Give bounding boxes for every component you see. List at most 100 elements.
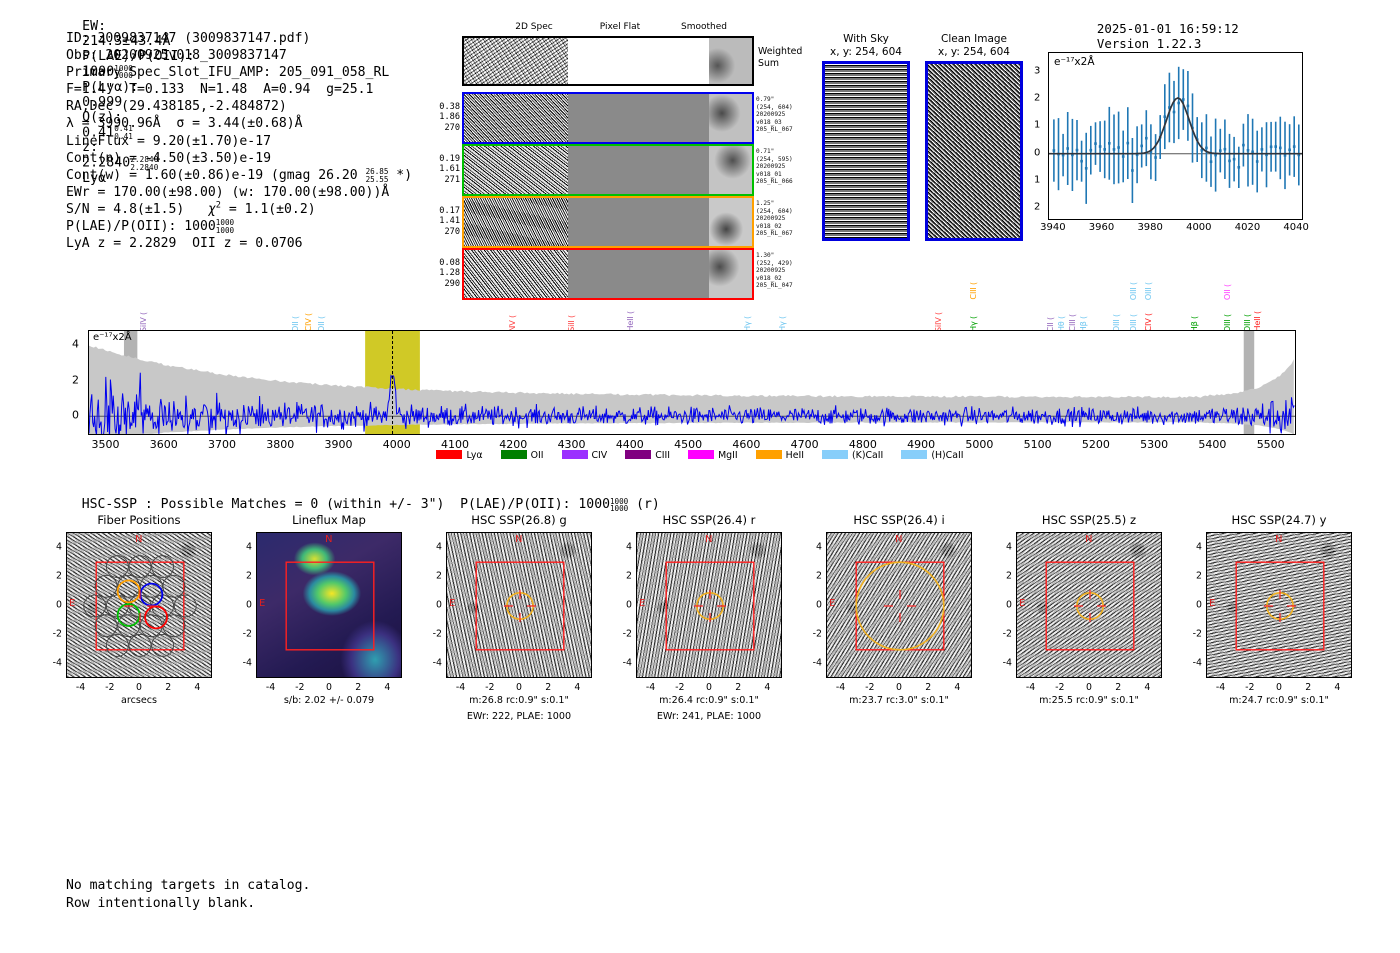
panel-y-tick: 4 — [1196, 541, 1202, 553]
legend-swatch — [755, 450, 782, 459]
panel-x-tick: 0 — [1276, 682, 1282, 693]
info-obs: Obs: 20200925v018_3009837147 — [66, 48, 287, 64]
inset-y-tick: 3 — [1034, 65, 1041, 77]
cutout-clean-image: Clean Image x, y: 254, 604 — [925, 33, 1023, 242]
hsc-panel-overlay — [83, 555, 197, 657]
inset-x-tick: 4020 — [1234, 222, 1261, 233]
info-plae-range: 1000 1000 — [215, 218, 235, 236]
panel-x-tick: 4 — [954, 682, 961, 693]
panel-y-tick: 4 — [626, 541, 632, 553]
panel-y-tick: 2 — [246, 570, 252, 582]
qz-value: 0.41 — [82, 125, 115, 141]
panel-x-tick: -4 — [835, 682, 846, 693]
panel-y-tick: -2 — [52, 628, 62, 640]
hsc-panel[interactable]: HSC SSP(26.4) r N E -4 -4 -2 -2 0 0 2 2 4 4 m:26.4 rc… — [623, 513, 782, 722]
panel-y-tick: 0 — [436, 599, 442, 611]
info-plae: P(LAE)/P(OII): 1000 1000 1000 — [66, 218, 235, 236]
panel-x-tick: 0 — [706, 682, 712, 693]
spectrum-x-tick: 4500 — [674, 438, 703, 451]
legend-label: HeII — [785, 450, 805, 461]
spectrum-y-tick: 0 — [72, 408, 79, 422]
emission-line-label: HeII ( — [1251, 311, 1262, 332]
hsc-panel-image[interactable] — [256, 532, 402, 678]
hsc-panel[interactable]: HSC SSP(26.4) i N E -4 -4 -2 -2 0 0 2 2 4 4 m:23.7 rc… — [813, 513, 972, 706]
spectrum-x-tick: 4900 — [907, 438, 936, 451]
hsc-panel-image[interactable] — [1206, 532, 1352, 678]
spectrum-x-tick: 3800 — [266, 438, 295, 451]
panel-y-tick: 4 — [436, 541, 442, 553]
full-spectrum-axes — [88, 330, 1296, 446]
compass-east: E — [1209, 598, 1216, 609]
full-spectrum-svg — [88, 331, 1295, 446]
inset-line-spectrum: e⁻¹⁷x2Å 3940 3960 3980 4000 4020 4040 2 1 0 1 2 3 — [1034, 52, 1309, 233]
panel-y-tick: -4 — [622, 657, 632, 669]
legend-item: CIII — [625, 450, 670, 461]
hsc-panel-image[interactable] — [446, 532, 592, 678]
panel-y-tick: -4 — [1192, 657, 1202, 669]
fiber-row-left-label: 0.08 1.28 290 — [439, 258, 460, 289]
panel-caption-primary: m:23.7 rc:3.0" s:0.1" — [849, 695, 949, 706]
panel-caption-secondary: EWr: 241, PLAE: 1000 — [656, 711, 762, 722]
inset-y-tick: 2 — [1034, 201, 1041, 213]
panel-x-tick: 2 — [165, 682, 172, 693]
info-id: ID: 3009837147 (3009837147.pdf) — [66, 31, 311, 46]
hsc-panel-image[interactable] — [826, 532, 972, 678]
fiber-row: 0.19 1.61 271 0.71" (254, 595) 20200925 … — [439, 144, 793, 196]
panel-x-tick: 0 — [516, 682, 522, 693]
hsc-panel[interactable]: Lineflux Map N E -4 -4 -2 -2 0 0 2 2 4 4 s/b: 2.02 +/… — [243, 513, 402, 706]
panel-y-tick: -4 — [432, 657, 442, 669]
cutout-image — [822, 61, 910, 242]
hsc-panel[interactable]: Fiber Positions N E -4 -4 -2 -2 0 0 2 2 4 4 arcsecs — [53, 513, 212, 706]
compass-north: N — [1275, 534, 1283, 545]
panel-caption-secondary: EWr: 222, PLAE: 1000 — [466, 711, 572, 722]
panel-x-tick: 4 — [194, 682, 201, 693]
panel-x-tick: 0 — [136, 682, 142, 693]
panel-x-tick: -2 — [295, 682, 305, 693]
hsc-panel[interactable]: HSC SSP(24.7) y N E -4 -4 -2 -2 0 0 2 2 4 4 m:24.7 rc… — [1193, 513, 1352, 706]
emission-line-labels: SiIV (OII (CIV (OII (NV (SiII (HeII (Hγ … — [88, 276, 1296, 332]
z-range: 2.2840 2.2840 — [130, 154, 159, 172]
panel-y-tick: 0 — [626, 599, 632, 611]
panel-caption-primary: m:25.5 rc:0.9" s:0.1" — [1039, 695, 1139, 706]
fiber-row-left-label: 0.17 1.41 270 — [439, 206, 460, 237]
spectrum-y-tick: 2 — [72, 373, 79, 387]
fiber-row-right-label: 0.71" (254, 595) 20200925 v018_01 205_RL… — [756, 148, 793, 186]
panel-y-tick: -2 — [1002, 628, 1012, 640]
panel-x-tick: 4 — [574, 682, 581, 693]
spectrum-x-tick: 3700 — [208, 438, 236, 451]
hsc-plae-range: 1000 1000 — [609, 496, 629, 514]
spectrum-x-tick: 4100 — [441, 438, 470, 451]
hsc-panel[interactable]: HSC SSP(25.5) z N E -4 -4 -2 -2 0 0 2 2 4 4 m:25.5 rc… — [1003, 513, 1162, 706]
legend-item: OII — [500, 450, 544, 461]
hsc-panel-image[interactable] — [1016, 532, 1162, 678]
hsc-panel-image[interactable] — [66, 532, 212, 678]
panel-x-tick: 0 — [326, 682, 332, 693]
z-label: z: — [82, 140, 99, 156]
hsc-panel[interactable]: HSC SSP(26.8) g N E -4 -4 -2 -2 0 0 2 2 4 4 m:26.8 rc… — [433, 513, 592, 722]
panel-y-tick: -2 — [1192, 628, 1202, 640]
plae-range: 1000 1000 — [114, 63, 133, 81]
fiber-smoothed — [708, 250, 752, 298]
fiber-smoothed — [708, 198, 752, 246]
spectrum-x-tick: 4800 — [848, 438, 877, 451]
panel-x-tick: 4 — [384, 682, 391, 693]
legend-label: (H)CaII — [931, 450, 964, 461]
hsc-panel-title: HSC SSP(26.8) g — [471, 513, 567, 527]
hsc-panel-title: HSC SSP(26.4) r — [662, 513, 756, 527]
col-header-pixelflat: Pixel Flat — [599, 22, 641, 32]
inset-y-tick: 0 — [1034, 147, 1041, 159]
fiber-row: 0.17 1.41 270 1.25" (254, 604) 20200925 … — [439, 196, 793, 248]
emission-line-label: OIII ( — [1143, 281, 1154, 300]
fiber-smoothed — [708, 94, 752, 142]
spec2d-montage: 2D Spec Pixel Flat Smoothed Weighted Sum… — [439, 22, 802, 300]
inset-axes — [1048, 52, 1303, 220]
compass-east: E — [259, 598, 266, 609]
col-header-smoothed: Smoothed — [681, 22, 727, 32]
spectrum-y-tick: 4 — [72, 337, 79, 351]
panel-x-tick: 2 — [1115, 682, 1122, 693]
hsc-panel-image[interactable] — [636, 532, 782, 678]
header-timestamp-version: 2025-01-01 16:59:12 Version 1.22.3 — [1082, 6, 1254, 51]
panel-x-tick: 4 — [1144, 682, 1151, 693]
spectrum-x-tick: 4200 — [499, 438, 528, 451]
spectrum-x-tick: 5100 — [1023, 438, 1052, 451]
